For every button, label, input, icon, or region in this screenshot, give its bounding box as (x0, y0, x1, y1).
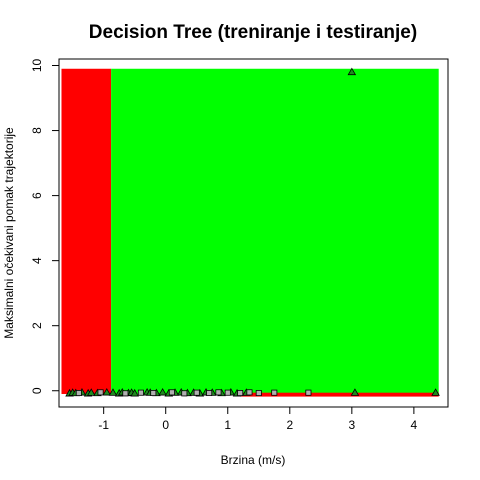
point-square (224, 389, 231, 396)
x-axis: -1 0 1 2 3 4 (98, 406, 418, 432)
x-axis-label: Brzina (m/s) (221, 453, 286, 467)
region-red-0 (61, 68, 112, 394)
point-square (181, 390, 188, 397)
point-square (193, 389, 200, 396)
x-tick-label: 2 (286, 418, 293, 432)
point-square (97, 389, 104, 396)
point-triangle (130, 388, 139, 397)
y-axis-label: Maksimalni očekivani pomak trajektorije (2, 127, 16, 339)
region-red-2 (240, 392, 439, 397)
y-tick-label: 8 (30, 127, 44, 134)
point-square (271, 389, 278, 396)
point-square (237, 390, 244, 397)
point-triangle (158, 387, 167, 396)
region-green-1 (111, 68, 439, 394)
y-tick-label: 0 (30, 387, 44, 394)
data-points (65, 67, 440, 397)
y-tick-label: 2 (30, 322, 44, 329)
point-square (255, 390, 262, 397)
point-square (122, 390, 129, 397)
point-square (305, 389, 312, 396)
point-square (168, 389, 175, 396)
point-square (215, 389, 222, 396)
point-triangle (108, 388, 118, 396)
y-tick-label: 4 (30, 257, 44, 264)
x-tick-label: 3 (348, 418, 355, 432)
y-tick-label: 6 (30, 192, 44, 199)
point-triangle (350, 388, 360, 396)
x-tick-label: 0 (162, 418, 169, 432)
decision-regions (61, 68, 439, 397)
point-square (246, 389, 253, 396)
point-square (206, 390, 213, 397)
point-triangle (347, 67, 357, 76)
point-square (75, 390, 82, 397)
chart-title: Decision Tree (treniranje i testiranje) (89, 22, 417, 43)
x-tick-label: 1 (224, 418, 231, 432)
point-square (137, 389, 144, 396)
point-triangle (431, 388, 440, 396)
x-tick-label: -1 (98, 418, 109, 432)
point-triangle (86, 388, 96, 396)
x-tick-label: 4 (411, 418, 418, 432)
point-triangle (102, 387, 112, 396)
point-square (150, 390, 157, 397)
y-tick-label: 10 (30, 59, 44, 73)
y-axis: 0 2 4 6 8 10 (30, 59, 60, 394)
